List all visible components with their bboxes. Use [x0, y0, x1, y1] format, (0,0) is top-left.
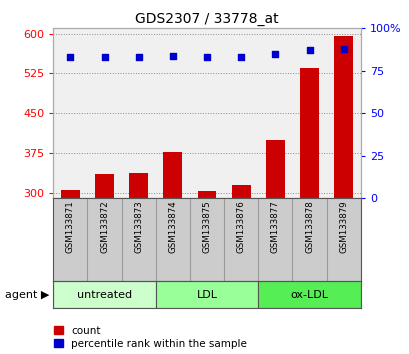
Text: GSM133873: GSM133873 — [134, 201, 143, 253]
Text: ox-LDL: ox-LDL — [290, 290, 328, 300]
Title: GDS2307 / 33778_at: GDS2307 / 33778_at — [135, 12, 278, 26]
Text: LDL: LDL — [196, 290, 217, 300]
Point — [135, 55, 142, 60]
Text: GSM133879: GSM133879 — [338, 201, 347, 253]
Text: GSM133872: GSM133872 — [100, 201, 109, 253]
Bar — [129, 173, 148, 198]
Text: GSM133871: GSM133871 — [66, 201, 75, 253]
Bar — [265, 140, 284, 198]
Bar — [95, 174, 114, 198]
Point — [101, 55, 108, 60]
Text: untreated: untreated — [77, 290, 132, 300]
Bar — [155, 281, 258, 308]
Bar — [163, 152, 182, 198]
Bar — [258, 281, 360, 308]
Bar — [53, 281, 155, 308]
Point — [339, 46, 346, 52]
Text: GSM133877: GSM133877 — [270, 201, 279, 253]
Text: GSM133876: GSM133876 — [236, 201, 245, 253]
Point — [67, 55, 74, 60]
Legend: count, percentile rank within the sample: count, percentile rank within the sample — [54, 326, 246, 349]
Text: GSM133875: GSM133875 — [202, 201, 211, 253]
Point — [169, 53, 176, 58]
Bar — [231, 185, 250, 198]
Point — [237, 55, 244, 60]
Text: GSM133878: GSM133878 — [304, 201, 313, 253]
Bar — [197, 191, 216, 198]
Text: agent ▶: agent ▶ — [5, 290, 49, 300]
Point — [203, 55, 210, 60]
Text: GSM133874: GSM133874 — [168, 201, 177, 253]
Point — [306, 47, 312, 53]
Bar — [299, 68, 318, 198]
Bar — [61, 190, 80, 198]
Bar — [333, 36, 352, 198]
Point — [272, 51, 278, 57]
